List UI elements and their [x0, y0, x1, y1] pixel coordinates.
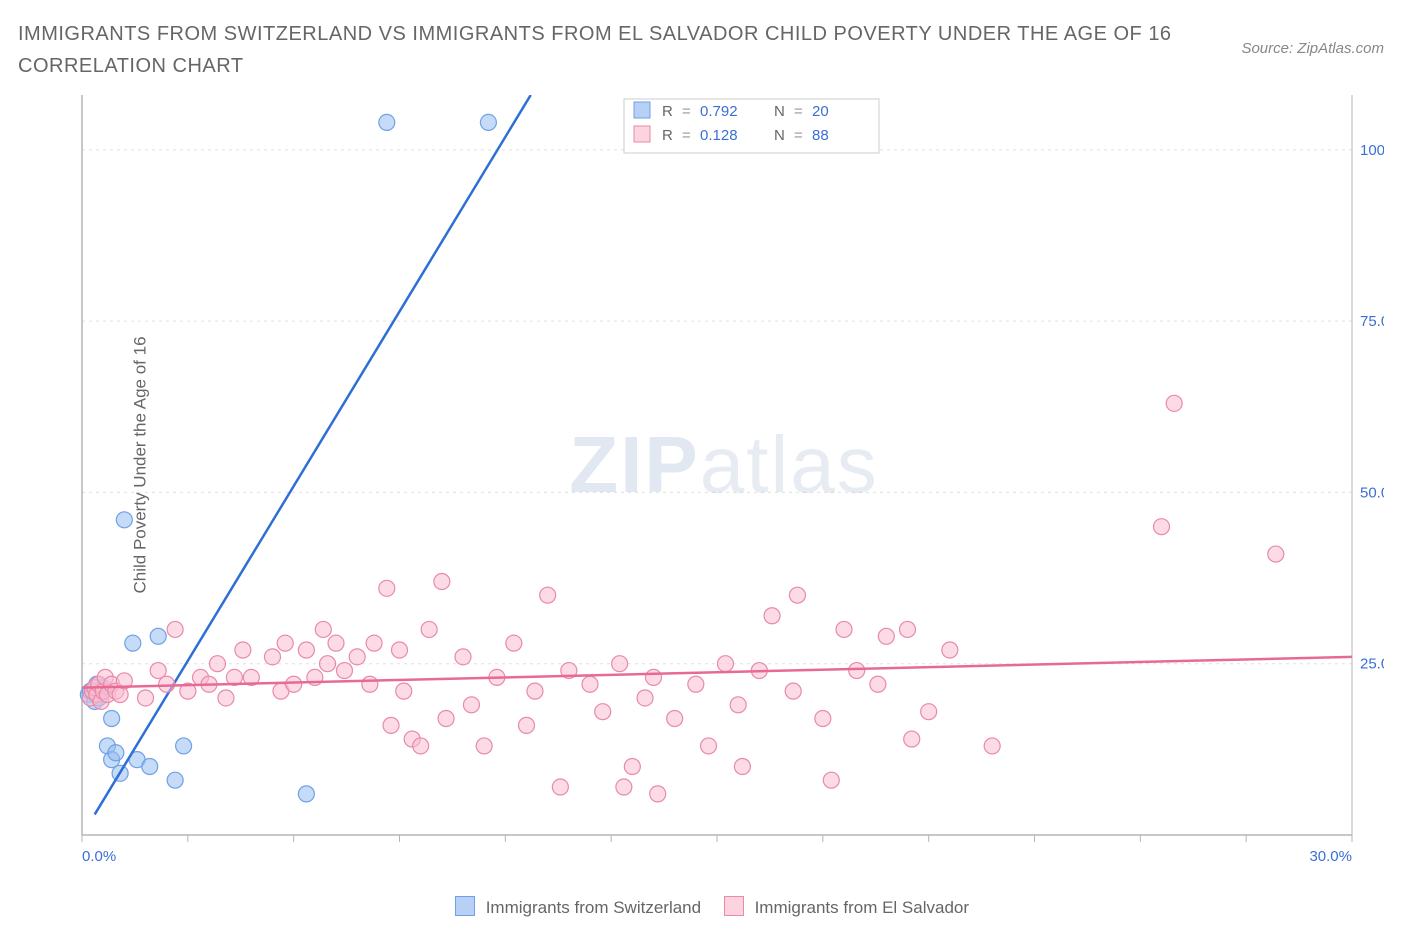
legend-swatch-switzerland	[455, 896, 475, 916]
svg-text:0.128: 0.128	[700, 127, 738, 144]
svg-text:R: R	[662, 127, 673, 144]
chart-area: 25.0% 50.0% 75.0% 100.0% 0.0% 30.0% R = 0.792 N = 2…	[64, 95, 1384, 865]
legend-label-elsalvador: Immigrants from El Salvador	[755, 898, 969, 917]
svg-text:30.0%: 30.0%	[1309, 848, 1352, 865]
svg-text:0.792: 0.792	[700, 103, 738, 120]
svg-text:25.0%: 25.0%	[1360, 656, 1384, 673]
svg-text:=: =	[682, 127, 691, 144]
source-attribution: Source: ZipAtlas.com	[1241, 40, 1384, 57]
bottom-legend: Immigrants from Switzerland Immigrants f…	[0, 896, 1406, 918]
svg-text:88: 88	[812, 127, 829, 144]
svg-text:=: =	[794, 127, 803, 144]
legend-label-switzerland: Immigrants from Switzerland	[486, 898, 701, 917]
svg-text:50.0%: 50.0%	[1360, 484, 1384, 501]
svg-text:75.0%: 75.0%	[1360, 313, 1384, 330]
svg-text:=: =	[682, 103, 691, 120]
svg-text:=: =	[794, 103, 803, 120]
svg-text:0.0%: 0.0%	[82, 848, 116, 865]
svg-text:N: N	[774, 127, 785, 144]
svg-text:100.0%: 100.0%	[1360, 142, 1384, 159]
svg-text:R: R	[662, 103, 673, 120]
scatter-chart: 25.0% 50.0% 75.0% 100.0% 0.0% 30.0% R = 0.792 N = 2…	[64, 95, 1384, 865]
svg-text:20: 20	[812, 103, 829, 120]
legend-swatch-elsalvador	[724, 896, 744, 916]
svg-text:N: N	[774, 103, 785, 120]
chart-title: IMMIGRANTS FROM SWITZERLAND VS IMMIGRANT…	[18, 18, 1286, 82]
